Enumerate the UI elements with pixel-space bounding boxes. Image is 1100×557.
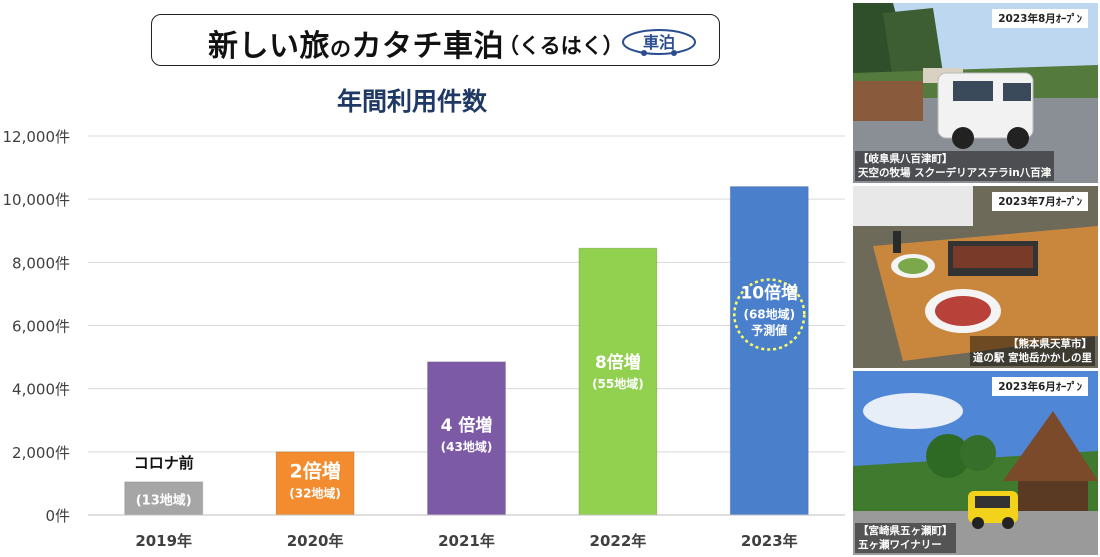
y-tick-label: 0件 [45,507,70,525]
bar-growth-label: 8倍増 [595,352,641,373]
banner-title-part2: カタチ車泊 [351,29,504,64]
photo-gifu-caption: 【岐阜県八百津町】 天空の牧場 スクーデリアステラin八百津 [855,151,1055,181]
logo-text: 車泊 [643,33,675,52]
y-tick-label: 12,000件 [3,128,71,146]
x-tick-label: 2023年 [741,532,798,550]
photo-kumamoto-badge: 2023年7月ｵｰﾌﾟﾝ [992,192,1088,211]
bar [276,451,355,515]
annual-usage-chart: 年間利用件数 0件 2,000件 4,000件 6,000件 8,000件 10,000件… [3,87,845,550]
photo-miyazaki-badge: 2023年6月ｵｰﾌﾟﾝ [992,377,1088,396]
bar-growth-label: 2倍増 [289,459,340,482]
bar-region-count: (43地域) [441,439,493,454]
bar [578,248,657,515]
x-tick-label: 2022年 [590,532,647,550]
photo-kumamoto-caption-line2: 道の駅 宮地岳かかしの里 [972,352,1092,364]
bar-growth-label: 4 倍増 [441,415,493,436]
bar-region-count: (68地域) [743,307,795,322]
photo-kumamoto-image [853,186,1098,368]
photo-miyazaki: 2023年6月ｵｰﾌﾟﾝ 【宮崎県五ヶ瀬町】 五ヶ瀬ワイナリー [853,371,1098,555]
y-tick-label: 2,000件 [12,444,70,462]
bar [124,481,203,515]
banner-title: 新しい旅のカタチ車泊 [208,21,504,65]
banner-title-part1: 新しい旅 [208,29,330,64]
banner-title-particle: の [330,37,352,61]
photo-kumamoto: 2023年7月ｵｰﾌﾟﾝ 【熊本県天草市】 道の駅 宮地岳かかしの里 [853,186,1098,368]
photo-kumamoto-caption-line1: 【熊本県天草市】 [1008,338,1092,350]
y-tick-label: 8,000件 [12,254,70,272]
y-tick-label: 6,000件 [12,318,70,336]
bar-growth-label: 10倍増 [740,283,798,304]
kuruhaku-logo: 車泊 [622,29,696,56]
y-tick-label: 10,000件 [3,191,71,209]
chart-x-axis: 2019年 2020年 2021年 2022年 2023年 [88,514,845,550]
bar-region-count: (13地域) [136,492,192,508]
x-tick-label: 2020年 [287,532,344,550]
title-banner: 新しい旅のカタチ車泊 （くるはく） 車泊 [151,14,720,66]
x-tick-label: 2021年 [438,532,495,550]
photo-miyazaki-image [853,371,1098,555]
bar [427,361,506,515]
bar-highlight-ring [733,278,806,351]
photo-gifu-caption-line2: 天空の牧場 スクーデリアステラin八百津 [858,167,1052,179]
bar-forecast-label: 予測値 [751,323,787,338]
photo-gifu-badge: 2023年8月ｵｰﾌﾟﾝ [992,9,1088,28]
photo-gifu-caption-line1: 【岐阜県八百津町】 [858,153,953,165]
chart-y-axis: 0件 2,000件 4,000件 6,000件 8,000件 10,000件 12,000件 [3,128,71,525]
x-tick-label: 2019年 [135,532,192,550]
bar-annotation-above: コロナ前 [134,454,194,472]
photo-kumamoto-caption: 【熊本県天草市】 道の駅 宮地岳かかしの里 [969,336,1095,366]
y-tick-label: 4,000件 [12,381,70,399]
photo-gifu: 2023年8月ｵｰﾌﾟﾝ 【岐阜県八百津町】 天空の牧場 スクーデリアステラin… [853,3,1098,183]
photo-gifu-image [853,3,1098,183]
chart-bars: コロナ前 (13地域) 2倍増 (32地域) 4 倍増 (43地域) 8倍増 (55地域) 10… [124,186,809,516]
chart-title: 年間利用件数 [337,87,488,116]
banner-reading: （くるはく） [498,34,624,58]
photo-miyazaki-caption-line1: 【宮崎県五ヶ瀬町】 [858,525,953,537]
photo-miyazaki-caption-line2: 五ヶ瀬ワイナリー [858,539,942,551]
photo-miyazaki-caption: 【宮崎県五ヶ瀬町】 五ヶ瀬ワイナリー [855,523,956,553]
bar-region-count: (32地域) [289,485,341,500]
bar-region-count: (55地域) [592,376,644,391]
